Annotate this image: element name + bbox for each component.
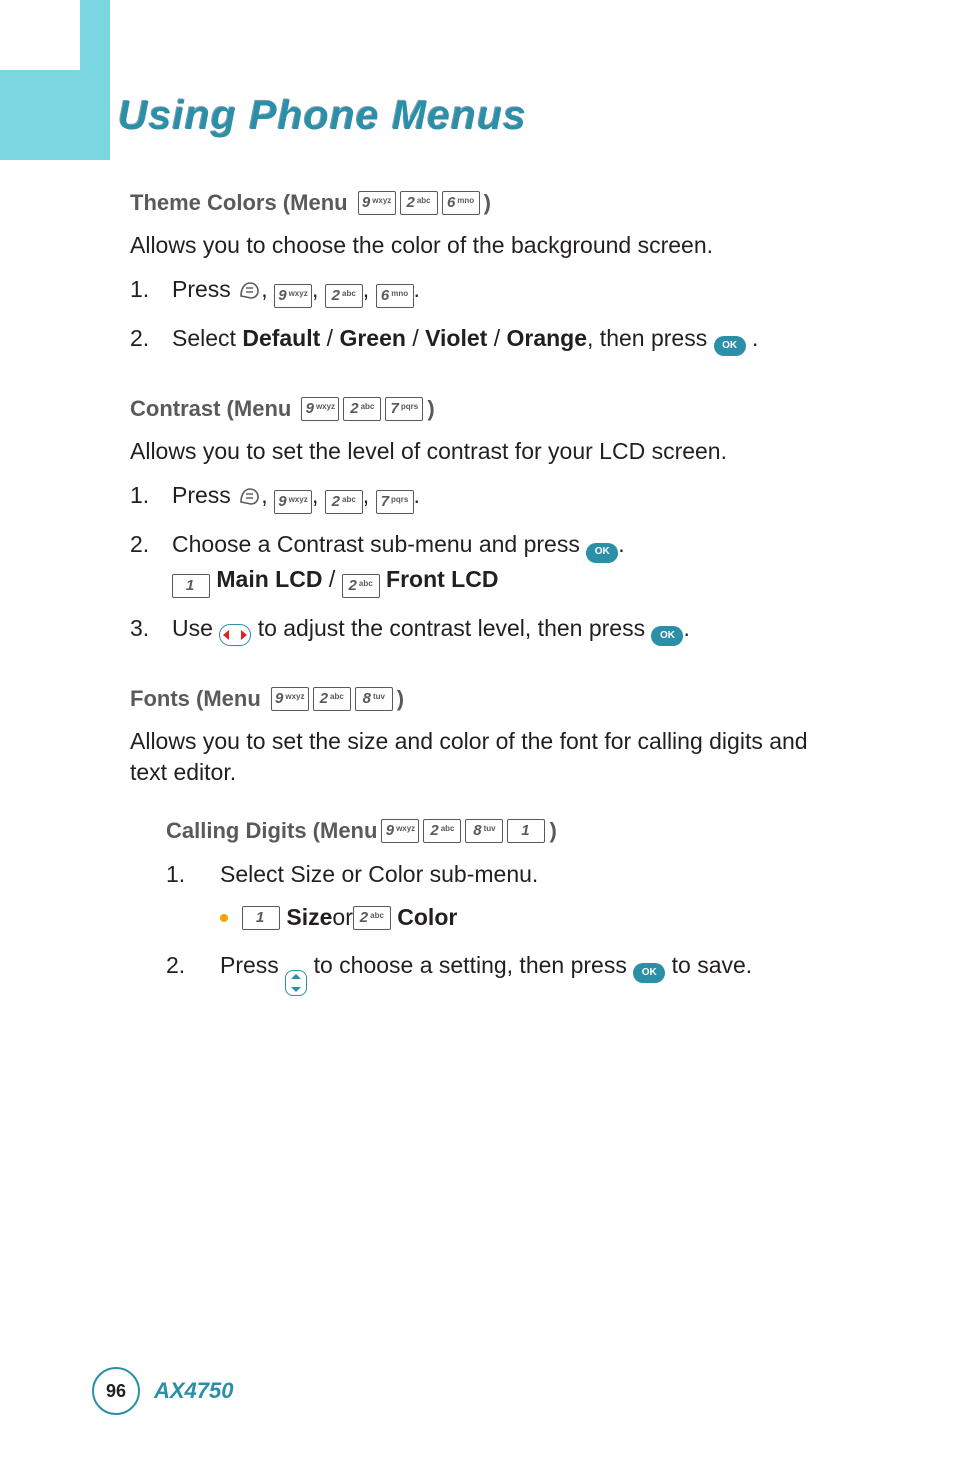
size-color-bullet: 1 Size or 2abc Color bbox=[220, 901, 850, 934]
key-9-icon: 9wxyz bbox=[381, 819, 419, 843]
theme-steps-list: 1. Press , 9wxyz, 2abc, 6mno. 2. Select … bbox=[130, 273, 850, 356]
key-2-icon: 2abc bbox=[423, 819, 461, 843]
calling-digits-step-2: 2. Press to choose a setting, then press… bbox=[166, 949, 850, 996]
option-main-lcd: Main LCD bbox=[216, 566, 322, 592]
calling-digits-heading: Calling Digits (Menu 9wxyz 2abc 8tuv 1 ) bbox=[166, 818, 850, 844]
top-accent-strip bbox=[80, 0, 110, 70]
heading-close-paren: ) bbox=[427, 396, 434, 422]
step-number: 2. bbox=[130, 528, 172, 597]
key-1-icon: 1 bbox=[172, 574, 210, 598]
option-orange: Orange bbox=[507, 325, 588, 351]
heading-close-paren: ) bbox=[397, 686, 404, 712]
heading-close-paren: ) bbox=[484, 190, 491, 216]
calling-digits-label: Calling Digits (Menu bbox=[166, 818, 377, 844]
option-size: Size bbox=[286, 901, 332, 934]
calling-digits-steps-list: 1. Select Size or Color sub-menu. 1 Size… bbox=[166, 858, 850, 996]
theme-step-1: 1. Press , 9wxyz, 2abc, 6mno. bbox=[130, 273, 850, 308]
step-number: 1. bbox=[130, 479, 172, 514]
bullet-icon bbox=[220, 914, 228, 922]
step-number: 2. bbox=[166, 949, 220, 996]
fonts-heading: Fonts (Menu 9wxyz 2abc 8tuv ) bbox=[130, 686, 850, 712]
fonts-label: Fonts (Menu bbox=[130, 686, 261, 712]
calling-digits-step-1: 1. Select Size or Color sub-menu. 1 Size… bbox=[166, 858, 850, 935]
ok-button-icon: OK bbox=[633, 963, 665, 983]
key-7-icon: 7pqrs bbox=[376, 490, 414, 514]
page-content: Theme Colors (Menu 9wxyz 2abc 6mno ) All… bbox=[130, 190, 850, 1032]
key-2-icon: 2abc bbox=[400, 191, 438, 215]
option-color: Color bbox=[397, 901, 457, 934]
contrast-steps-list: 1. Press , 9wxyz, 2abc, 7pqrs. 2. Choose… bbox=[130, 479, 850, 646]
key-9-icon: 9wxyz bbox=[271, 687, 309, 711]
contrast-intro-text: Allows you to set the level of contrast … bbox=[130, 436, 850, 467]
contrast-step-1: 1. Press , 9wxyz, 2abc, 7pqrs. bbox=[130, 479, 850, 514]
key-9-icon: 9wxyz bbox=[274, 490, 312, 514]
theme-colors-heading: Theme Colors (Menu 9wxyz 2abc 6mno ) bbox=[130, 190, 850, 216]
key-2-icon: 2abc bbox=[353, 906, 391, 930]
heading-close-paren: ) bbox=[549, 818, 556, 844]
option-front-lcd: Front LCD bbox=[386, 566, 498, 592]
contrast-label: Contrast (Menu bbox=[130, 396, 291, 422]
title-background-panel bbox=[0, 70, 110, 160]
nav-left-right-icon bbox=[219, 624, 251, 646]
key-8-icon: 8tuv bbox=[355, 687, 393, 711]
fonts-intro-text: Allows you to set the size and color of … bbox=[130, 726, 850, 788]
key-2-icon: 2abc bbox=[325, 490, 363, 514]
key-2-icon: 2abc bbox=[343, 397, 381, 421]
page-title: Using Phone Menus bbox=[118, 92, 527, 139]
key-1-icon: 1 bbox=[507, 819, 545, 843]
ok-button-icon: OK bbox=[586, 543, 618, 563]
key-1-icon: 1 bbox=[242, 906, 280, 930]
step-number: 1. bbox=[166, 858, 220, 935]
key-2-icon: 2abc bbox=[313, 687, 351, 711]
menu-softkey-icon bbox=[237, 484, 261, 508]
step-number: 1. bbox=[130, 273, 172, 308]
ok-button-icon: OK bbox=[714, 336, 746, 356]
step-number: 3. bbox=[130, 612, 172, 646]
key-9-icon: 9wxyz bbox=[358, 191, 396, 215]
theme-colors-label: Theme Colors (Menu bbox=[130, 190, 348, 216]
key-8-icon: 8tuv bbox=[465, 819, 503, 843]
theme-intro-text: Allows you to choose the color of the ba… bbox=[130, 230, 850, 261]
model-label: AX4750 bbox=[154, 1378, 234, 1404]
key-6-icon: 6mno bbox=[442, 191, 480, 215]
key-6-icon: 6mno bbox=[376, 284, 414, 308]
menu-softkey-icon bbox=[237, 278, 261, 302]
theme-step-2: 2. Select Default / Green / Violet / Ora… bbox=[130, 322, 850, 356]
option-default: Default bbox=[242, 325, 320, 351]
ok-button-icon: OK bbox=[651, 626, 683, 646]
option-green: Green bbox=[339, 325, 405, 351]
nav-up-down-icon bbox=[285, 970, 307, 996]
step-number: 2. bbox=[130, 322, 172, 356]
contrast-step-3: 3. Use to adjust the contrast level, the… bbox=[130, 612, 850, 646]
option-violet: Violet bbox=[425, 325, 487, 351]
contrast-step-2: 2. Choose a Contrast sub-menu and press … bbox=[130, 528, 850, 597]
key-9-icon: 9wxyz bbox=[301, 397, 339, 421]
key-2-icon: 2abc bbox=[342, 574, 380, 598]
contrast-heading: Contrast (Menu 9wxyz 2abc 7pqrs ) bbox=[130, 396, 850, 422]
page-number-badge: 96 bbox=[92, 1367, 140, 1415]
key-9-icon: 9wxyz bbox=[274, 284, 312, 308]
key-7-icon: 7pqrs bbox=[385, 397, 423, 421]
key-2-icon: 2abc bbox=[325, 284, 363, 308]
page-footer: 96 AX4750 bbox=[92, 1367, 234, 1415]
